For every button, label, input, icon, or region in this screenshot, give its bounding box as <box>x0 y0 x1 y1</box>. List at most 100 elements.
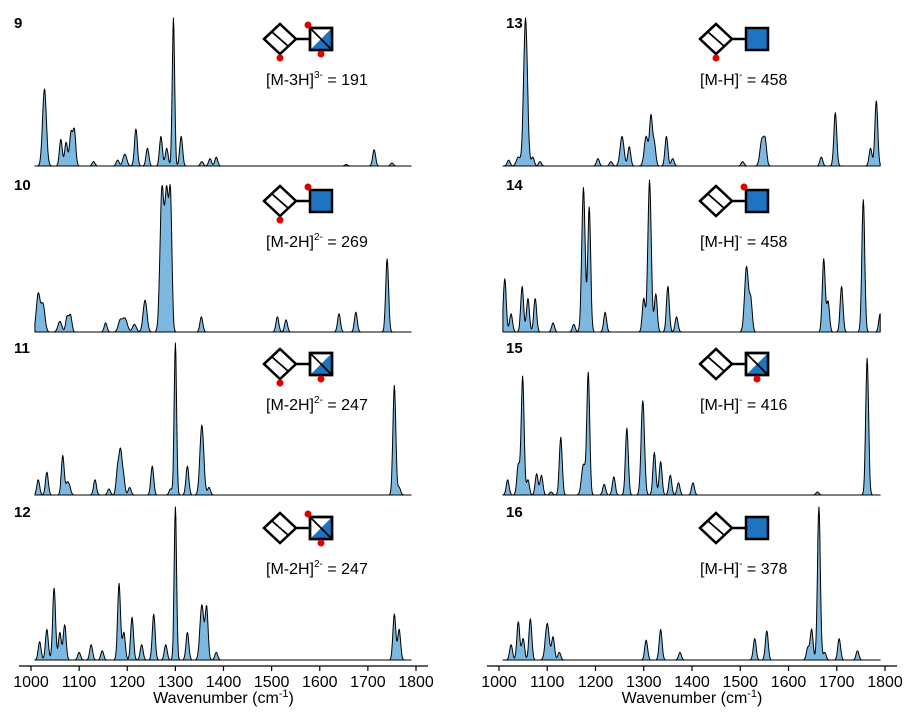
x-tick-label: 1200 <box>578 674 614 691</box>
square-icon <box>744 515 770 541</box>
ion-mz: = 191 <box>323 72 368 89</box>
ion-base: [M-H] <box>700 72 739 89</box>
sulfate-dot-icon <box>740 183 748 191</box>
glycan-symbol <box>262 347 334 387</box>
square-icon <box>308 188 334 214</box>
x-tick-label: 1700 <box>350 674 386 691</box>
spectrum-panel-15: 15 [M-H]- = 416 <box>502 340 881 496</box>
x-tick-label: 1800 <box>867 674 903 691</box>
ion-label: [M-H]- = 458 <box>700 70 787 89</box>
x-tick-label: 1300 <box>626 674 662 691</box>
sulfate-dot-icon <box>304 510 312 518</box>
ion-mz: = 247 <box>323 397 368 414</box>
ion-base: [M-3H] <box>266 72 314 89</box>
x-axis-title: Wavenumber (cm-1) <box>153 688 294 707</box>
ion-mz: = 269 <box>323 234 368 251</box>
panel-number: 13 <box>506 15 523 32</box>
spectrum-trace-15 <box>502 357 881 496</box>
x-tick-label: 1500 <box>254 674 290 691</box>
sulfate-dot-icon <box>317 539 325 547</box>
ion-mz: = 378 <box>742 561 787 578</box>
sulfate-dot-icon <box>276 54 284 62</box>
ion-charge: 2- <box>314 232 323 243</box>
x-tick-label: 1400 <box>674 674 710 691</box>
panel-number: 15 <box>506 340 523 357</box>
sulfate-dot-icon <box>753 375 761 383</box>
ion-charge: - <box>739 70 742 81</box>
ion-charge: - <box>739 232 742 243</box>
sulfate-dot-icon <box>712 54 720 62</box>
spectrum-trace-11 <box>34 342 412 496</box>
x-axis-left: 1000 1100 1200 1300 1400 1500 1600 1700 1800 Wave… <box>13 665 434 707</box>
x-tick-label: 1200 <box>109 674 145 691</box>
sulfate-dot-icon <box>317 375 325 383</box>
ion-charge: 2- <box>314 395 323 406</box>
ion-label: [M-2H]2- = 269 <box>266 232 368 251</box>
sulfate-dot-icon <box>317 50 325 58</box>
panel-number: 12 <box>14 504 31 521</box>
glycan-symbol <box>698 183 770 218</box>
panel-number: 14 <box>506 177 523 194</box>
sulfate-dot-icon <box>304 183 312 191</box>
square-icon <box>744 188 770 214</box>
x-tick-label: 1800 <box>398 674 434 691</box>
sulfate-dot-icon <box>304 21 312 29</box>
panel-number: 9 <box>14 15 22 32</box>
glycan-symbol <box>698 511 770 545</box>
x-tick-label: 1100 <box>530 674 565 691</box>
x-tick-label: 1700 <box>819 674 855 691</box>
x-axis-right: 1000 1100 1200 1300 1400 1500 1600 1700 1800 Wave… <box>481 665 903 707</box>
ion-base: [M-2H] <box>266 397 314 414</box>
ion-base: [M-H] <box>700 234 739 251</box>
spectrum-panel-14: 14 [M-H]- = 458 <box>502 177 881 333</box>
x-tick-label: 1500 <box>722 674 758 691</box>
spectrum-trace-12 <box>34 506 412 661</box>
spectrum-trace-14 <box>502 179 881 333</box>
ion-base: [M-2H] <box>266 234 314 251</box>
square-icon <box>744 26 770 52</box>
ion-charge: - <box>739 559 742 570</box>
spectrum-trace-16 <box>502 506 881 661</box>
x-tick-label: 1600 <box>302 674 338 691</box>
spectrum-panel-16: 16 [M-H]- = 378 <box>502 504 881 661</box>
panel-number: 10 <box>14 177 31 194</box>
ion-label: [M-2H]2- = 247 <box>266 559 368 578</box>
ion-label: [M-H]- = 416 <box>700 395 787 414</box>
sulfate-dot-icon <box>276 379 284 387</box>
x-tick-label: 1400 <box>206 674 242 691</box>
ion-label: [M-3H]3- = 191 <box>266 70 368 89</box>
ion-label: [M-2H]2- = 247 <box>266 395 368 414</box>
x-tick-label: 1100 <box>62 674 97 691</box>
spectrum-panel-11: 11 [M-2H]2- = 247 <box>14 340 412 496</box>
glycan-symbol <box>262 510 334 547</box>
ion-charge: 3- <box>314 70 323 81</box>
ion-mz: = 458 <box>742 234 787 251</box>
glycan-symbol <box>698 22 770 62</box>
spectrum-panel-10: 10 [M-2H]2- = 269 <box>14 177 412 333</box>
x-tick-label: 1000 <box>481 674 517 691</box>
x-tick-label: 1600 <box>771 674 807 691</box>
sulfate-dot-icon <box>276 216 284 224</box>
spectrum-trace-13 <box>502 17 881 167</box>
x-axis-title: Wavenumber (cm-1) <box>622 688 763 707</box>
ion-label: [M-H]- = 458 <box>700 232 787 251</box>
glycan-symbol <box>698 347 770 383</box>
panel-number: 11 <box>14 340 30 357</box>
ion-charge: - <box>739 395 742 406</box>
ion-mz: = 247 <box>323 561 368 578</box>
spectrum-trace-10 <box>34 184 412 333</box>
spectrum-panel-13: 13 [M-H]- = 458 <box>502 15 881 167</box>
x-tick-label: 1300 <box>158 674 194 691</box>
spectrum-panel-9: 9 [M-3H]3- = 191 <box>14 15 412 167</box>
glycan-symbol <box>262 21 334 62</box>
spectrum-trace-9 <box>34 17 412 167</box>
ion-mz: = 416 <box>742 397 787 414</box>
ion-base: [M-2H] <box>266 561 314 578</box>
ion-base: [M-H] <box>700 561 739 578</box>
panel-number: 16 <box>506 504 523 521</box>
ion-label: [M-H]- = 378 <box>700 559 787 578</box>
spectrum-panel-12: 12 [M-2H]2- = 247 <box>14 504 412 661</box>
x-tick-label: 1000 <box>13 674 49 691</box>
